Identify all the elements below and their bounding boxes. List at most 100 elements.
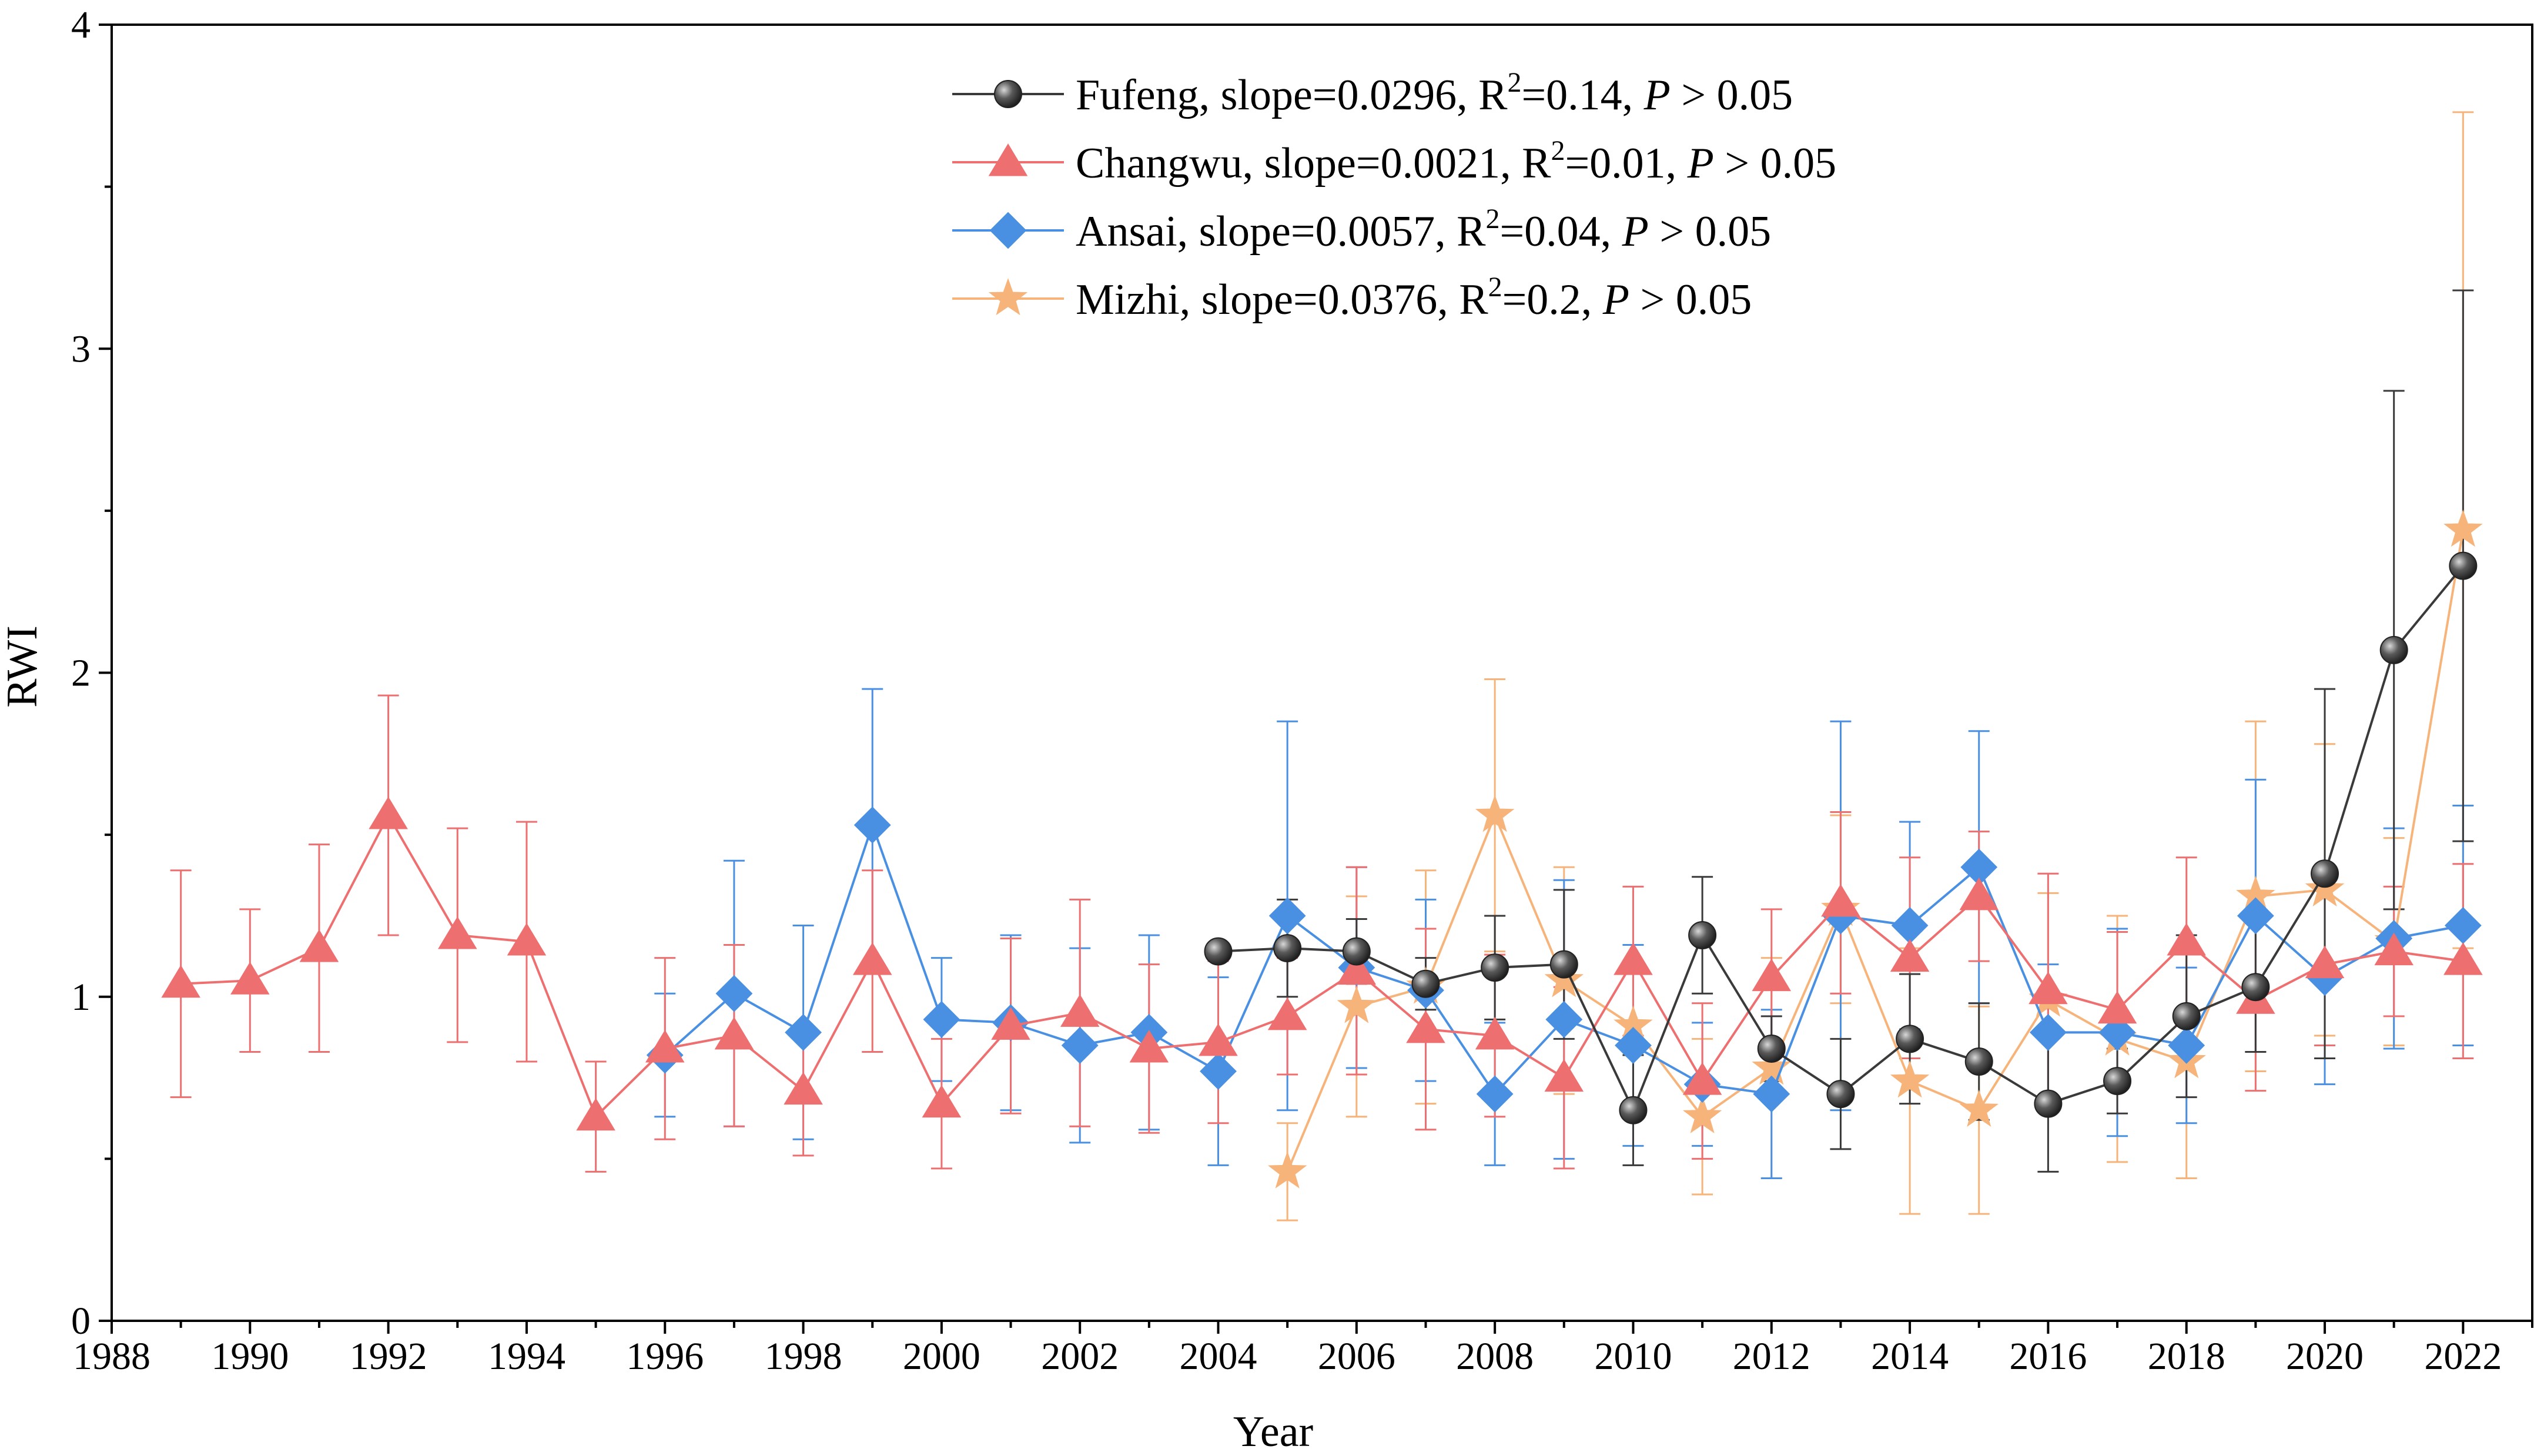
data-point bbox=[1268, 897, 1306, 935]
data-point bbox=[1337, 986, 1377, 1023]
data-point bbox=[576, 1097, 615, 1131]
data-point bbox=[1549, 950, 1578, 979]
error-bars-changwu bbox=[170, 694, 2474, 1173]
x-tick-label: 1988 bbox=[73, 1335, 150, 1378]
data-point bbox=[1204, 937, 1233, 966]
data-point bbox=[922, 1085, 962, 1118]
data-point bbox=[1619, 1096, 1648, 1124]
series-line bbox=[1286, 530, 2465, 1173]
data-point bbox=[1964, 1047, 1993, 1076]
series-fufeng bbox=[1204, 551, 2478, 1124]
data-point bbox=[2449, 551, 2478, 580]
data-point bbox=[1061, 1027, 1099, 1064]
x-tick-label: 1998 bbox=[765, 1335, 842, 1378]
data-point bbox=[2241, 973, 2270, 1002]
data-point bbox=[1476, 1075, 1514, 1113]
data-point bbox=[1890, 1060, 1930, 1098]
data-point bbox=[1267, 1151, 1307, 1189]
legend: Fufeng, slope=0.0296, R2=0.14, P > 0.05 C… bbox=[952, 67, 1836, 324]
data-point bbox=[2167, 923, 2206, 956]
series-mizhi bbox=[1267, 510, 2483, 1189]
data-point bbox=[1752, 958, 1792, 992]
x-tick-label: 1992 bbox=[350, 1335, 427, 1378]
data-point bbox=[1757, 1034, 1786, 1063]
y-axis-title: RWI bbox=[0, 625, 46, 708]
x-tick-label: 2020 bbox=[2286, 1335, 2364, 1378]
legend-label: Mizhi, slope=0.0376, R2=0.2, P > 0.05 bbox=[1076, 272, 1752, 324]
data-point bbox=[785, 1013, 822, 1051]
x-tick-label: 2014 bbox=[1871, 1335, 1949, 1378]
data-point bbox=[2103, 1067, 2132, 1096]
data-point bbox=[2097, 990, 2137, 1024]
series-changwu bbox=[161, 796, 2483, 1131]
data-point bbox=[2098, 1013, 2136, 1051]
plot-layer bbox=[161, 111, 2483, 1221]
data-point bbox=[230, 962, 270, 995]
data-point bbox=[1475, 795, 1515, 832]
x-tick-label: 2004 bbox=[1180, 1335, 1257, 1378]
data-point bbox=[2028, 971, 2068, 1005]
data-point bbox=[2443, 510, 2483, 547]
data-point bbox=[2237, 897, 2274, 935]
legend-marker bbox=[988, 277, 1028, 316]
legend-label: Ansai, slope=0.0057, R2=0.04, P > 0.05 bbox=[1076, 203, 1771, 256]
x-tick-label: 2022 bbox=[2424, 1335, 2502, 1378]
legend-marker bbox=[989, 212, 1027, 249]
data-point bbox=[1273, 934, 1302, 963]
data-point bbox=[1199, 1023, 1238, 1056]
x-tick-label: 2018 bbox=[2148, 1335, 2225, 1378]
x-axis-title: Year bbox=[1233, 1408, 1313, 1456]
x-tick-label: 2008 bbox=[1456, 1335, 1534, 1378]
data-point bbox=[2311, 859, 2339, 888]
x-tick-label: 1994 bbox=[488, 1335, 565, 1378]
data-point bbox=[1544, 960, 1584, 998]
data-point bbox=[1545, 1000, 1583, 1038]
data-point bbox=[2172, 1002, 2201, 1030]
x-tick-label: 2012 bbox=[1733, 1335, 1810, 1378]
data-point bbox=[1896, 1025, 1924, 1053]
x-tick-label: 2010 bbox=[1594, 1335, 1672, 1378]
data-point bbox=[1406, 1010, 1445, 1043]
x-tick-label: 2002 bbox=[1041, 1335, 1119, 1378]
x-tick-label: 2000 bbox=[903, 1335, 980, 1378]
data-point bbox=[1959, 1089, 1999, 1127]
data-point bbox=[714, 1016, 754, 1050]
data-point bbox=[1411, 969, 1440, 998]
data-point bbox=[1890, 939, 1930, 972]
legend-label: Changwu, slope=0.0021, R2=0.01, P > 0.05 bbox=[1076, 135, 1836, 188]
x-tick-label: 1990 bbox=[211, 1335, 289, 1378]
error-bars-fufeng bbox=[1277, 289, 2474, 1173]
data-point bbox=[1267, 997, 1307, 1030]
data-point bbox=[2029, 1013, 2067, 1051]
data-point bbox=[507, 923, 547, 956]
data-point bbox=[1342, 937, 1371, 966]
y-tick-label: 4 bbox=[71, 4, 91, 46]
data-point bbox=[2444, 907, 2482, 944]
data-point bbox=[1682, 1062, 1722, 1095]
data-point bbox=[1615, 1027, 1652, 1064]
data-point bbox=[1544, 1059, 1584, 1092]
data-point bbox=[2374, 932, 2414, 966]
data-point bbox=[1475, 1016, 1515, 1050]
data-point bbox=[299, 929, 339, 962]
data-point bbox=[853, 806, 891, 844]
data-point bbox=[2305, 945, 2345, 979]
data-point bbox=[2034, 1089, 2063, 1118]
data-point bbox=[1753, 1075, 1790, 1113]
x-tick-label: 1996 bbox=[626, 1335, 704, 1378]
axes-layer: 1988 1990 1992 1994 1996 1998 2000 2002 2004 2006… bbox=[71, 4, 2533, 1378]
data-point bbox=[2379, 635, 2408, 664]
data-point bbox=[1826, 1080, 1855, 1109]
legend-marker bbox=[994, 80, 1022, 108]
data-point bbox=[161, 965, 200, 998]
data-point bbox=[438, 916, 477, 949]
data-point bbox=[991, 1007, 1030, 1040]
data-point bbox=[1337, 952, 1377, 985]
data-point bbox=[2168, 1027, 2205, 1064]
y-tick-label: 0 bbox=[71, 1300, 91, 1343]
data-point bbox=[1481, 953, 1509, 982]
data-point bbox=[715, 975, 753, 1012]
data-point bbox=[1200, 1053, 1237, 1090]
data-point bbox=[1060, 994, 1100, 1027]
y-tick-label: 2 bbox=[71, 652, 91, 695]
